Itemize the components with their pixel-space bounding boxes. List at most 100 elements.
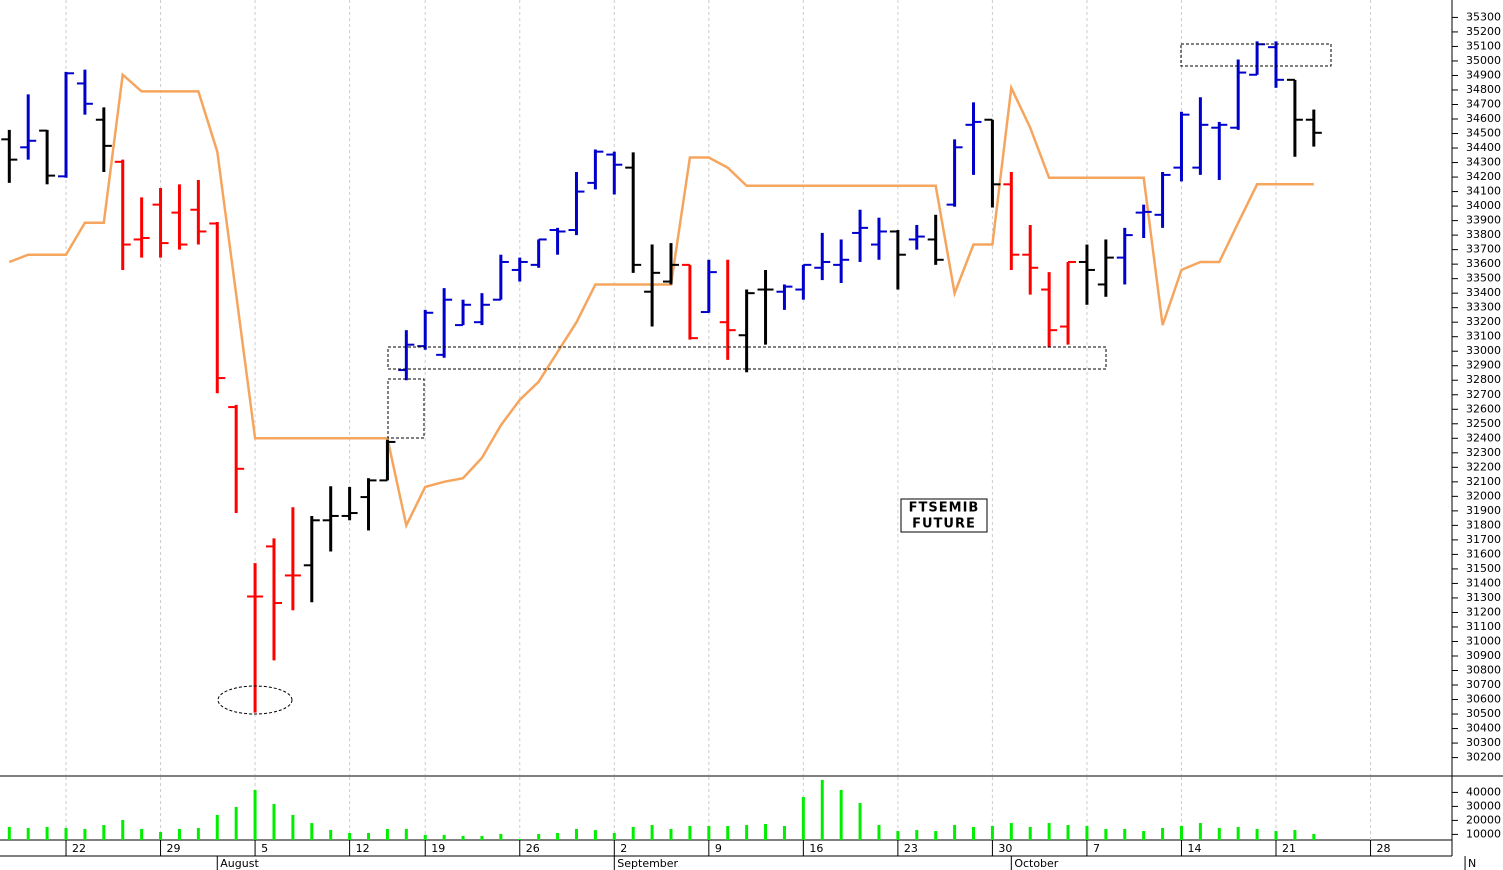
month-label: August <box>220 857 259 870</box>
y-tick-label: 33100 <box>1466 330 1501 343</box>
y-tick-label: 31700 <box>1466 533 1501 546</box>
volume-bar <box>726 826 730 840</box>
volume-bar <box>234 806 238 840</box>
volume-bar <box>1236 826 1240 840</box>
volume-bar <box>1028 826 1032 840</box>
volume-bar <box>518 839 522 840</box>
volume-tick-label: 10000 <box>1466 827 1501 840</box>
x-tick-label: 16 <box>809 842 823 855</box>
y-tick-label: 34700 <box>1466 97 1501 110</box>
y-tick-label: 30700 <box>1466 678 1501 691</box>
volume-bar <box>631 826 635 840</box>
volume-bar <box>877 825 881 840</box>
volume-bar <box>556 833 560 840</box>
volume-bar <box>1161 827 1165 840</box>
x-tick-label: 26 <box>526 842 540 855</box>
y-tick-label: 34100 <box>1466 185 1501 198</box>
month-label: October <box>1014 857 1058 870</box>
y-tick-label: 34000 <box>1466 199 1501 212</box>
volume-bar <box>1293 830 1297 840</box>
volume-bar <box>669 828 673 840</box>
y-tick-label: 32400 <box>1466 431 1501 444</box>
y-tick-label: 34500 <box>1466 127 1501 140</box>
label-text: FTSEMIB <box>909 501 980 516</box>
volume-bar <box>896 831 900 840</box>
x-tick-label: 21 <box>1282 842 1296 855</box>
x-tick-label: 30 <box>998 842 1012 855</box>
y-tick-label: 34200 <box>1466 170 1501 183</box>
y-tick-label: 34600 <box>1466 112 1501 125</box>
y-tick-label: 32700 <box>1466 388 1501 401</box>
x-tick-label: 9 <box>715 842 722 855</box>
y-tick-label: 31100 <box>1466 620 1501 633</box>
volume-bar <box>953 825 957 840</box>
y-tick-label: 32900 <box>1466 359 1501 372</box>
annotation-ellipse <box>217 685 293 715</box>
label-text: FUTURE <box>912 517 976 532</box>
y-tick-label: 31400 <box>1466 576 1501 589</box>
volume-bar <box>140 828 144 840</box>
y-tick-label: 33600 <box>1466 257 1501 270</box>
y-tick-label: 31200 <box>1466 605 1501 618</box>
y-tick-label: 35000 <box>1466 54 1501 67</box>
volume-bar <box>442 834 446 840</box>
y-tick-label: 34900 <box>1466 68 1501 81</box>
y-tick-label: 31000 <box>1466 634 1501 647</box>
y-tick-label: 32000 <box>1466 489 1501 502</box>
volume-bar <box>972 826 976 840</box>
volume-bar <box>820 779 824 840</box>
volume-bar <box>1009 823 1013 840</box>
volume-bar <box>1047 823 1051 840</box>
volume-bar <box>329 830 333 840</box>
y-tick-label: 30600 <box>1466 693 1501 706</box>
volume-bar <box>83 828 87 840</box>
month-label: September <box>617 857 678 870</box>
volume-bar <box>7 826 11 840</box>
y-tick-label: 31800 <box>1466 518 1501 531</box>
y-tick-label: 31300 <box>1466 591 1501 604</box>
y-tick-label: 32600 <box>1466 402 1501 415</box>
y-tick-label: 34400 <box>1466 141 1501 154</box>
volume-bar <box>26 827 30 840</box>
volume-bar <box>45 826 49 840</box>
volume-bar <box>990 826 994 840</box>
volume-bar <box>612 833 616 840</box>
y-tick-label: 30900 <box>1466 649 1501 662</box>
volume-bar <box>499 833 503 840</box>
volume-bar <box>423 834 427 840</box>
volume-bar <box>537 833 541 840</box>
volume-bar <box>64 827 68 840</box>
y-tick-label: 32200 <box>1466 460 1501 473</box>
volume-bar <box>1142 831 1146 840</box>
y-tick-label: 32100 <box>1466 475 1501 488</box>
y-tick-label: 30500 <box>1466 707 1501 720</box>
y-tick-label: 33700 <box>1466 243 1501 256</box>
y-tick-label: 30300 <box>1466 736 1501 749</box>
volume-bar <box>272 804 276 840</box>
y-tick-label: 33500 <box>1466 272 1501 285</box>
x-tick-label: 2 <box>620 842 627 855</box>
volume-bar <box>480 835 484 840</box>
stop-line <box>8 72 1314 530</box>
volume-bar <box>1255 828 1259 840</box>
y-tick-label: 33800 <box>1466 228 1501 241</box>
x-tick-label: 22 <box>72 842 86 855</box>
y-tick-label: 31900 <box>1466 504 1501 517</box>
y-tick-label: 33400 <box>1466 286 1501 299</box>
volume-bar <box>385 828 389 840</box>
volume-bar <box>121 819 125 840</box>
volume-bar <box>745 825 749 840</box>
y-tick-label: 30200 <box>1466 751 1501 764</box>
volume-bar <box>102 825 106 840</box>
y-tick-label: 33900 <box>1466 214 1501 227</box>
volume-bar <box>688 826 692 840</box>
volume-tick-label: 20000 <box>1466 813 1501 826</box>
y-tick-label: 32300 <box>1466 446 1501 459</box>
volume-bar <box>1274 831 1278 840</box>
volume-bar <box>801 797 805 840</box>
y-tick-label: 33300 <box>1466 301 1501 314</box>
volume-bar <box>650 825 654 840</box>
annotation-box <box>1180 43 1332 67</box>
